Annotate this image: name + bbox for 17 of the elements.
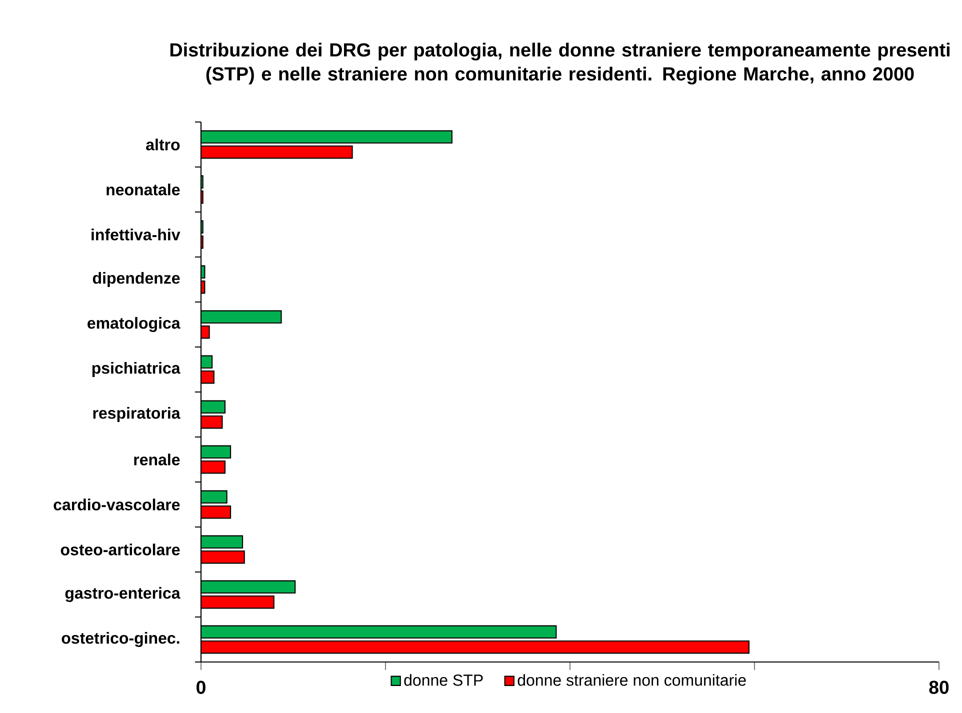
x-tick-label: 0 bbox=[196, 680, 206, 694]
y-tick-label: respiratoria bbox=[93, 407, 180, 422]
legend-label: donne straniere non comunitarie bbox=[518, 674, 746, 686]
chart-title: Distribuzione dei DRG per patologia, nelle donne straniere temporaneamente presenti (STP) e nelle straniere non comunitarie residenti. Regione Marche, anno 2000 bbox=[170, 42, 950, 84]
y-tick-label: altro bbox=[146, 138, 180, 150]
y-tick-label: neonatale bbox=[106, 184, 180, 196]
y-tick-label: infettiva-hiv bbox=[92, 228, 180, 240]
y-tick-label: ostetrico-ginec. bbox=[62, 632, 180, 647]
y-tick-label: dipendenze bbox=[92, 272, 180, 287]
y-tick-label: gastro-enterica bbox=[65, 587, 180, 602]
y-tick-label: cardio-vascolare bbox=[54, 498, 180, 510]
y-tick-label: ematologica bbox=[88, 317, 180, 332]
y-tick-label: psichiatrica bbox=[92, 362, 180, 377]
y-tick-label: renale bbox=[134, 454, 180, 466]
y-tick-label: osteo-articolare bbox=[60, 544, 180, 556]
legend-label: donne STP bbox=[404, 674, 483, 686]
x-tick-label: 80 bbox=[929, 680, 949, 694]
